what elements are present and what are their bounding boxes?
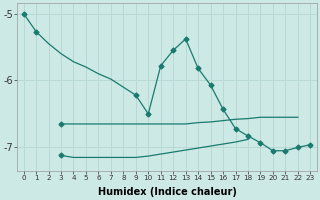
X-axis label: Humidex (Indice chaleur): Humidex (Indice chaleur) — [98, 187, 236, 197]
